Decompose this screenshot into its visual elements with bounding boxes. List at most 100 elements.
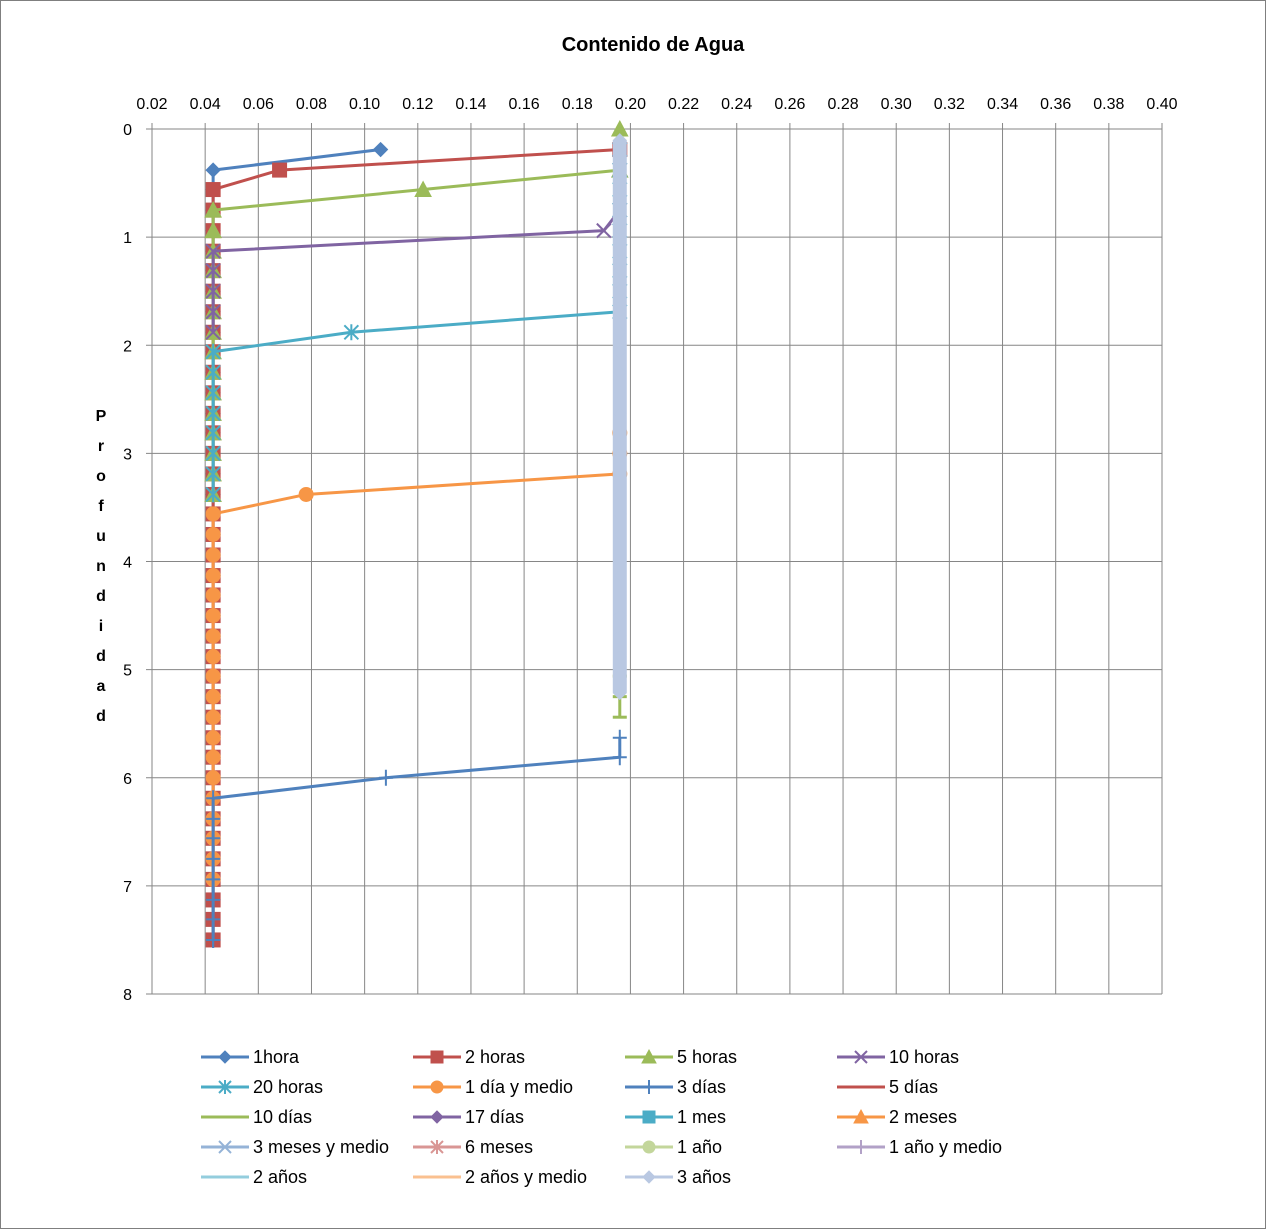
y-tick-label: 4 (123, 555, 132, 572)
series-line (211, 148, 620, 940)
data-point (430, 1080, 444, 1094)
legend-label: 20 horas (253, 1077, 323, 1097)
x-tick-label: 0.30 (881, 96, 912, 113)
data-point (613, 629, 627, 643)
data-point (613, 244, 627, 258)
data-point (206, 830, 221, 847)
series-line (211, 432, 622, 880)
data-point (205, 749, 221, 765)
series-line (211, 149, 622, 495)
legend-label: 3 años (677, 1167, 731, 1187)
y-tick-label: 1 (123, 230, 132, 247)
series-5 (205, 425, 628, 887)
data-point (298, 486, 314, 502)
data-point (205, 384, 221, 401)
legend-item: 3 años (625, 1167, 731, 1187)
legend-item: 6 meses (413, 1137, 533, 1157)
data-point (205, 304, 221, 320)
series-layer (204, 119, 629, 948)
legend-item: 3 meses y medio (201, 1137, 389, 1157)
data-point (613, 223, 627, 238)
data-point (613, 669, 627, 683)
legend-label: 1 año (677, 1137, 722, 1157)
data-point (206, 931, 221, 948)
x-tick-label: 0.32 (934, 96, 965, 113)
data-point (205, 364, 221, 381)
y-axis-label-letter: u (96, 528, 106, 545)
data-point (613, 142, 627, 157)
data-point (612, 729, 627, 746)
data-point (206, 871, 221, 888)
legend-item: 1 año (625, 1137, 722, 1157)
data-point (613, 568, 627, 583)
data-point (613, 507, 627, 521)
x-tick-label: 0.10 (349, 96, 380, 113)
data-point (613, 548, 627, 562)
legend-item: 10 horas (837, 1047, 959, 1067)
data-point (205, 343, 221, 360)
data-point (205, 709, 221, 725)
data-point (596, 222, 612, 239)
data-point (205, 770, 221, 786)
x-tick-label: 0.36 (1040, 96, 1071, 113)
data-point (643, 1080, 655, 1094)
y-axis-label-letter: i (99, 618, 103, 635)
y-tick-label: 3 (123, 446, 132, 463)
data-point (205, 547, 221, 563)
data-point (613, 608, 627, 623)
x-tick-label: 0.16 (509, 96, 540, 113)
y-tick-label: 0 (123, 122, 132, 139)
series-6 (206, 729, 627, 948)
data-point (414, 180, 432, 198)
data-point (205, 465, 221, 482)
data-point (206, 790, 221, 807)
data-point (205, 283, 221, 299)
data-point (205, 162, 221, 178)
data-point (613, 487, 627, 502)
legend-label: 2 años (253, 1167, 307, 1187)
data-point (204, 201, 222, 218)
legend-label: 1 día y medio (465, 1077, 573, 1097)
data-point (613, 649, 627, 664)
data-point (206, 911, 221, 928)
data-point (205, 486, 221, 503)
data-point (641, 1048, 657, 1064)
data-point (205, 568, 221, 584)
x-tick-label: 0.12 (402, 96, 433, 113)
data-point (613, 345, 627, 359)
data-point (205, 506, 221, 522)
data-point (272, 162, 288, 178)
data-point (205, 526, 221, 542)
data-point (430, 1110, 444, 1124)
legend-label: 17 días (465, 1107, 524, 1127)
data-point (218, 1080, 232, 1094)
legend-item: 10 días (201, 1107, 312, 1127)
series-line (211, 148, 381, 940)
legend-label: 2 años y medio (465, 1167, 587, 1187)
x-tick-label: 0.14 (455, 96, 486, 113)
data-point (642, 1110, 656, 1124)
x-tick-label: 0.22 (668, 96, 699, 113)
grid (146, 123, 1163, 995)
data-point (613, 365, 627, 379)
data-point (205, 424, 221, 441)
data-point (642, 1170, 656, 1184)
x-tick-label: 0.02 (136, 96, 167, 113)
data-point (613, 406, 627, 421)
y-tick-label: 8 (123, 987, 132, 1004)
data-point (612, 749, 627, 766)
y-axis-label-letter: o (96, 468, 106, 485)
x-tick-label: 0.40 (1146, 96, 1177, 113)
legend-label: 10 días (253, 1107, 312, 1127)
data-point (206, 850, 221, 867)
series-18 (612, 133, 627, 701)
legend-label: 10 horas (889, 1047, 959, 1067)
y-tick-label: 2 (123, 338, 132, 355)
legend-item: 1 año y medio (837, 1137, 1002, 1157)
y-tick-label: 6 (123, 771, 132, 788)
x-tick-label: 0.26 (774, 96, 805, 113)
data-point (430, 1050, 444, 1064)
data-point (378, 769, 393, 786)
data-point (206, 810, 221, 827)
